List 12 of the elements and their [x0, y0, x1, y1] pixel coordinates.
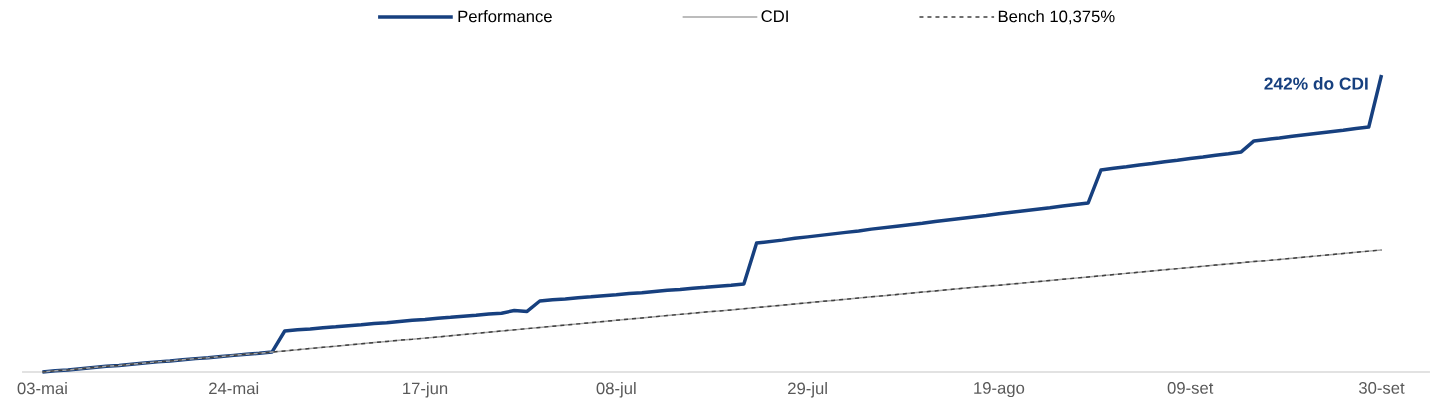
legend-label: Performance — [458, 10, 552, 23]
x-tick-label: 29-jul — [788, 382, 827, 398]
x-tick-label: 24-mai — [209, 382, 259, 395]
x-tick-label: 30-set — [1358, 382, 1405, 394]
legend-label: Bench 10,375% — [998, 10, 1115, 25]
x-tick-label: 17-jun — [403, 382, 448, 398]
x-tick-label: 19-ago — [974, 382, 1025, 398]
legend-label: CDI — [761, 10, 788, 23]
x-tick-label: 09-set — [1167, 382, 1214, 394]
x-tick-label: 03-mai — [17, 382, 67, 395]
annotation: 242% do CDI — [1264, 77, 1368, 90]
x-tick-label: 08-jul — [596, 382, 636, 398]
